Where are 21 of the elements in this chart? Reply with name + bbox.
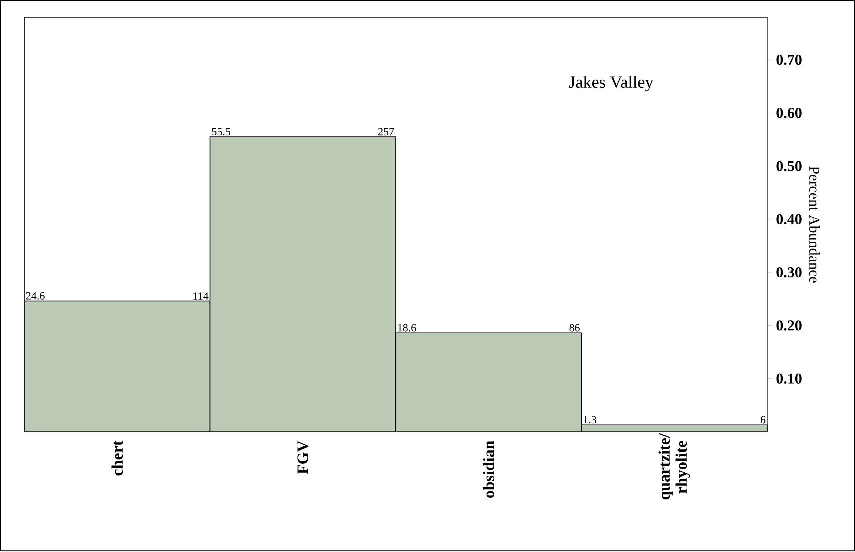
y-tick-label: 0.40 xyxy=(776,214,802,225)
annotation: 114 xyxy=(194,292,209,300)
x-tick-label: FGV xyxy=(298,441,309,474)
annotation: 24.6 xyxy=(26,292,45,300)
annotation: 6 xyxy=(760,416,766,424)
y-tick-label: 0.60 xyxy=(776,108,802,118)
y-tick-label: 0.30 xyxy=(776,268,802,278)
y-axis-title: Percent Abundance xyxy=(809,166,820,284)
y-tick-label: 0.20 xyxy=(776,320,802,331)
annotation: 1.3 xyxy=(584,416,596,424)
annotation: 257 xyxy=(378,128,394,136)
x-tick-label: chert xyxy=(112,440,124,476)
x-tick-label: quartzite/ rhyolite xyxy=(658,434,690,500)
annotation: 86 xyxy=(570,324,580,332)
y-tick-label: 0.70 xyxy=(776,55,802,66)
y-tick-label: 0.10 xyxy=(776,374,802,384)
x-tick-label: obsidian xyxy=(483,441,494,498)
annotation: 18.6 xyxy=(398,324,416,332)
annotation: 55.5 xyxy=(212,128,231,136)
y-tick-label: 0.50 xyxy=(776,161,802,172)
text: Jakes Valley xyxy=(569,76,654,92)
